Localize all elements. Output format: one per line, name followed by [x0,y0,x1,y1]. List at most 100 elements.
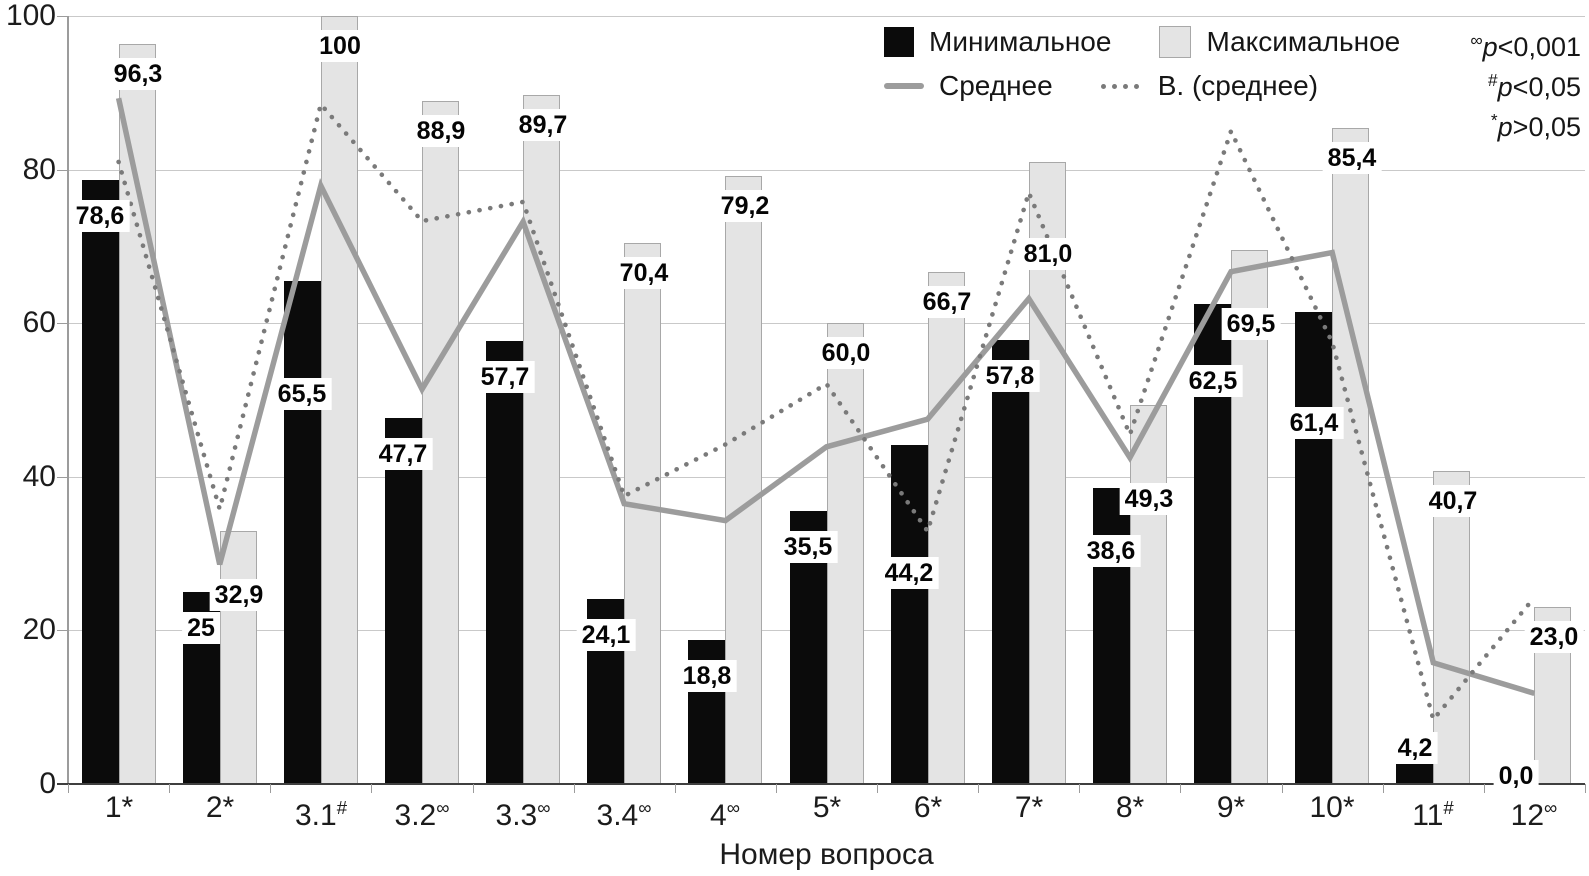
solid-line-swatch [884,83,924,89]
y-tick-100 [57,16,68,17]
x-tick-label-9: 9* [1216,791,1246,824]
bar-value-label-max-8: 49,3 [1119,483,1179,515]
bar-value-label-min-1: 78,6 [70,200,130,232]
bar-value-label-max-7: 81,0 [1018,238,1078,270]
bar-min-7 [992,340,1029,784]
bar-value-label-max-9: 69,5 [1221,308,1281,340]
bar-value-label-max-3.1: 100 [314,30,366,62]
x-tick-label-12: 12∞ [1510,797,1558,832]
bar-max-3.3 [523,95,560,784]
y-tick-label: 40 [22,460,56,493]
x-tick [978,784,979,793]
x-tick-label-7: 7* [1014,791,1044,824]
x-tick [1079,784,1080,793]
bar-max-2 [220,531,257,784]
bar-max-8 [1130,405,1167,784]
x-tick-label-3.1: 3.1# [294,797,348,832]
bar-value-label-min-3.2: 47,7 [373,438,433,470]
bar-value-label-min-12: 0,0 [1493,760,1539,792]
x-tick-label-4: 4∞ [710,797,740,832]
p-note-1: ∞p<0,001 [1470,30,1581,62]
legend-label-mean: Среднее [939,70,1053,101]
legend-row-1: Минимальное Максимальное [884,24,1448,60]
bar-value-label-min-3.4: 24,1 [576,619,636,651]
bar-min-3.3 [486,341,523,784]
bar-value-label-max-1: 96,3 [108,58,168,90]
y-tick-40 [57,477,68,478]
bar-value-label-max-12: 23,0 [1524,621,1584,653]
x-tick-label-3.4: 3.4∞ [596,797,652,832]
bar-value-label-min-3.1: 65,5 [272,378,332,410]
x-tick [776,784,777,793]
x-tick-label-3.3: 3.3∞ [495,797,551,832]
y-tick-80 [57,170,68,171]
y-tick-label: 20 [22,613,56,646]
p-note-3: *p>0,05 [1490,110,1581,142]
legend-item-min: Минимальное [884,26,1111,58]
x-tick [68,784,69,793]
y-tick-60 [57,323,68,324]
bar-max-4 [725,176,762,784]
bar-value-label-min-3.3: 57,7 [475,361,535,393]
bar-min-3.2 [385,418,422,784]
x-tick [675,784,676,793]
bar-value-label-max-3.4: 70,4 [614,257,674,289]
bar-value-label-max-11: 40,7 [1423,485,1483,517]
y-tick-label: 60 [22,306,56,339]
x-tick-label-2: 2* [205,791,235,824]
x-tick [877,784,878,793]
legend-item-mean: Среднее [884,70,1053,102]
x-tick-label-6: 6* [913,791,943,824]
bar-value-label-max-3.3: 89,7 [513,109,573,141]
legend-item-vmean: В. (среднее) [1100,70,1319,102]
x-tick [169,784,170,793]
x-tick [1282,784,1283,793]
x-tick [371,784,372,793]
y-tick-label: 80 [22,153,56,186]
x-tick [473,784,474,793]
bar-value-label-max-4: 79,2 [715,190,775,222]
bar-max-11 [1433,471,1470,784]
x-tick [1585,784,1586,793]
bar-value-label-min-2: 25 [182,612,220,644]
bar-value-label-min-10: 61,4 [1284,407,1344,439]
y-tick-label: 100 [5,0,56,32]
bar-value-label-min-6: 44,2 [879,557,939,589]
y-tick-label: 0 [39,767,56,800]
bar-value-label-max-5: 60,0 [816,337,876,369]
bar-max-6 [928,272,965,784]
legend-row-2: Среднее В. (среднее) [884,68,1448,104]
y-tick-20 [57,630,68,631]
bar-value-label-max-10: 85,4 [1322,142,1382,174]
legend-label-vmean: В. (среднее) [1157,70,1319,101]
bar-value-label-min-4: 18,8 [677,660,737,692]
gray-square-swatch [1159,26,1192,58]
x-tick [1383,784,1384,793]
x-tick-label-1: 1* [104,791,134,824]
dotted-line-swatch [1100,83,1143,89]
x-tick [270,784,271,793]
gridline-100 [68,16,1585,17]
bar-min-6 [891,445,928,784]
bar-value-label-min-11: 4,2 [1392,732,1438,764]
x-tick-label-10: 10* [1309,791,1355,824]
bar-value-label-min-9: 62,5 [1183,365,1243,397]
x-tick [1484,784,1485,793]
legend-label-max: Максимальное [1206,26,1401,57]
bar-max-10 [1332,128,1369,784]
bar-min-3.1 [284,281,321,784]
y-axis-line [67,16,69,784]
bar-value-label-min-5: 35,5 [778,531,838,563]
x-tick [574,784,575,793]
x-tick-label-8: 8* [1115,791,1145,824]
bar-value-label-min-7: 57,8 [980,360,1040,392]
bar-value-label-max-2: 32,9 [209,579,269,611]
x-tick [1180,784,1181,793]
x-tick-label-3.2: 3.2∞ [394,797,450,832]
bar-value-label-max-6: 66,7 [917,286,977,318]
bar-max-1 [119,44,156,784]
p-value-notes: ∞p<0,001 #p<0,05 *p>0,05 [1470,24,1581,144]
bar-min-1 [82,180,119,784]
bar-max-3.4 [624,243,661,784]
